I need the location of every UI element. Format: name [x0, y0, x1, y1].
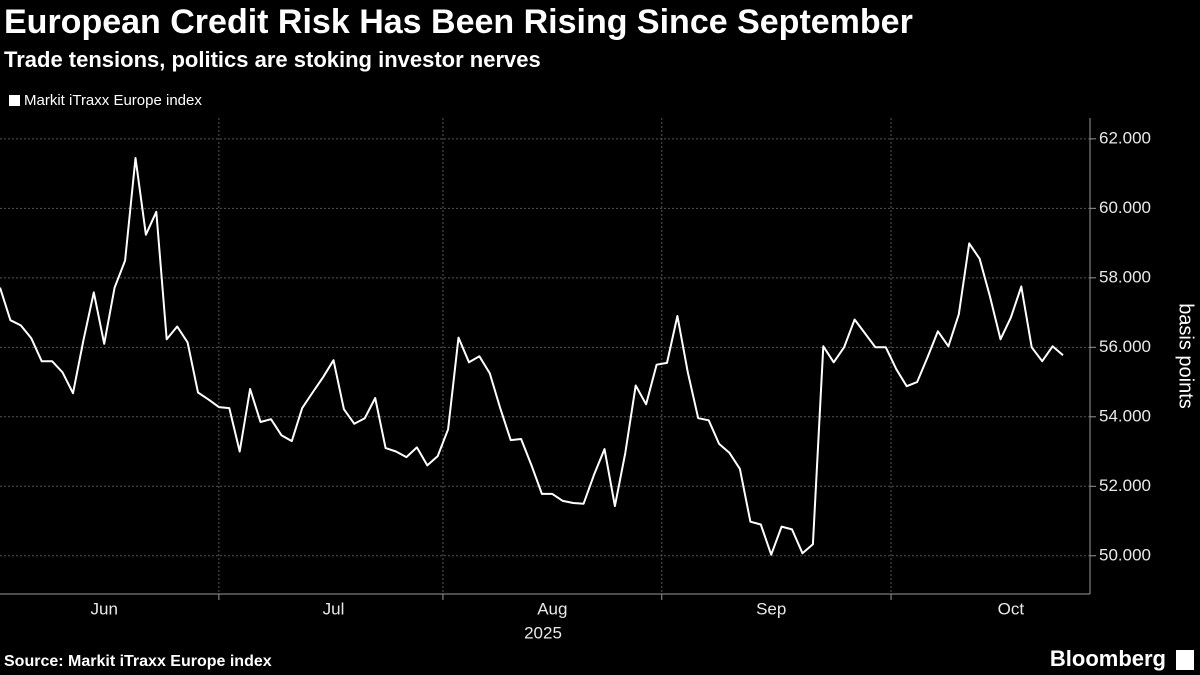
legend-swatch	[9, 95, 20, 106]
y-tick-label: 62.000	[1099, 128, 1151, 147]
y-tick-label: 56.000	[1099, 337, 1151, 356]
y-tick-label: 50.000	[1099, 545, 1151, 564]
source: Source: Markit iTraxx Europe index	[4, 653, 272, 670]
y-tick-label: 52.000	[1099, 476, 1151, 495]
y-tick-label: 58.000	[1099, 267, 1151, 286]
brand: Bloomberg	[1050, 646, 1166, 671]
x-tick-label: Sep	[756, 599, 786, 618]
chart-subtitle: Trade tensions, politics are stoking inv…	[4, 47, 541, 72]
x-tick-label: Jul	[323, 599, 345, 618]
brand-icon	[1176, 650, 1194, 670]
chart-title: European Credit Risk Has Been Rising Sin…	[4, 3, 913, 41]
y-tick-label: 60.000	[1099, 198, 1151, 217]
x-tick-label: Jun	[91, 599, 118, 618]
y-axis-label: basis points	[1175, 303, 1197, 409]
y-tick-label: 54.000	[1099, 406, 1151, 425]
line	[0, 157, 1064, 556]
x-tick-label: Oct	[998, 599, 1025, 618]
x-tick-label: Aug	[537, 599, 567, 618]
legend-label: Markit iTraxx Europe index	[24, 92, 202, 109]
x-year-label: 2025	[524, 623, 562, 642]
